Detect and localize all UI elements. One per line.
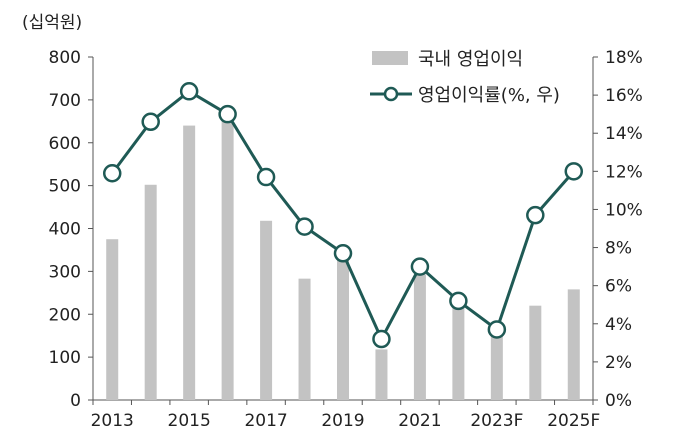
line-point — [256, 167, 276, 187]
right-tick-label: 6% — [605, 277, 632, 297]
bar — [452, 294, 465, 400]
x-tick-label: 2025F — [547, 411, 600, 431]
left-tick-label: 200 — [49, 305, 81, 325]
x-tick-label: 2017 — [244, 411, 287, 431]
x-tick-label: 2023F — [470, 411, 523, 431]
left-tick-label: 800 — [49, 48, 81, 68]
line-point — [526, 205, 545, 225]
bar — [298, 278, 311, 400]
right-tick-label: 16% — [605, 86, 643, 106]
line-point — [333, 244, 353, 263]
bar — [413, 274, 426, 400]
right-tick-label: 2% — [605, 353, 632, 373]
right-tick-label: 12% — [605, 162, 643, 182]
bar — [375, 349, 388, 400]
right-tick-label: 14% — [605, 124, 643, 144]
line-point — [102, 163, 122, 183]
bar — [337, 258, 349, 400]
left-tick-label: 300 — [49, 262, 81, 282]
left-tick-label: 500 — [49, 177, 81, 197]
bar — [490, 333, 503, 400]
bar-series — [106, 119, 580, 400]
line-point — [564, 162, 584, 181]
right-tick-label: 8% — [605, 239, 632, 259]
legend-line-label: 영업이익률(%, 우) — [418, 85, 560, 106]
legend-line-marker — [383, 86, 399, 102]
x-tick-label: 2013 — [91, 411, 134, 431]
right-tick-label: 4% — [605, 315, 632, 335]
x-tick-label: 2021 — [398, 411, 441, 431]
bar — [106, 239, 119, 400]
x-tick-label: 2019 — [321, 411, 364, 431]
line-point — [141, 112, 160, 132]
bar — [529, 305, 542, 400]
left-tick-label: 100 — [49, 348, 81, 368]
line-point — [449, 291, 468, 311]
line-point — [179, 82, 199, 101]
legend-bar-label: 국내 영업이익 — [418, 49, 523, 70]
left-tick-label: 700 — [49, 91, 81, 111]
right-tick-label: 0% — [605, 391, 632, 411]
left-axis-unit-label: (십억원) — [22, 13, 82, 33]
line-point — [372, 329, 391, 349]
bar — [567, 289, 580, 400]
left-tick-label: 0 — [70, 391, 81, 411]
right-tick-label: 10% — [605, 200, 643, 220]
left-tick-label: 400 — [49, 220, 81, 240]
line-point — [410, 257, 430, 276]
axes: 0 100 200 300 400 500 600 700 800 0% 2% 4% 6% 8% 10% 12… — [49, 48, 643, 431]
line-point — [295, 217, 314, 236]
x-tick-label: 2015 — [168, 411, 211, 431]
line-series — [102, 82, 584, 349]
legend-bar-swatch — [372, 51, 408, 65]
line-point — [487, 320, 507, 339]
bar — [221, 119, 234, 400]
bar — [260, 220, 273, 400]
bar — [144, 184, 157, 400]
right-tick-label: 18% — [605, 48, 643, 68]
line-point — [218, 104, 237, 124]
left-tick-label: 600 — [49, 134, 81, 154]
bar — [183, 125, 196, 400]
